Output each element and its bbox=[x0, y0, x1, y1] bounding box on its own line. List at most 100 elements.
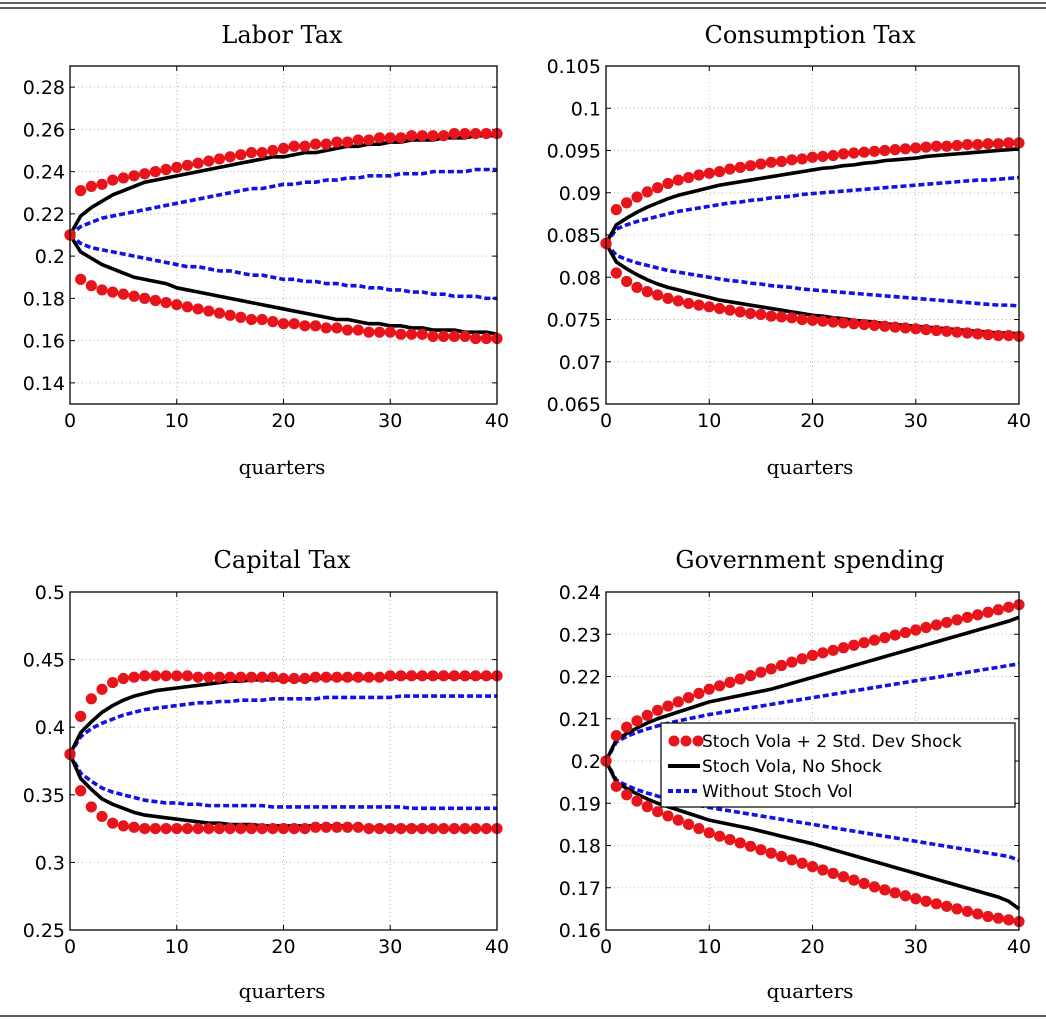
series-point-red-dots-upper bbox=[224, 671, 236, 683]
series-point-red-dots-upper bbox=[1003, 137, 1015, 149]
series-point-red-dots-upper bbox=[610, 204, 622, 216]
series-point-red-dots-lower bbox=[438, 823, 450, 835]
series-point-red-dots-upper bbox=[889, 629, 901, 641]
series-point-red-dots-upper bbox=[961, 138, 973, 151]
series-point-red-dots-upper bbox=[203, 671, 215, 683]
series-point-red-dots-upper bbox=[341, 671, 354, 683]
series-line-blue-dashed-upper bbox=[604, 175, 1020, 245]
series-point-red-dots-lower bbox=[128, 290, 140, 302]
series-point-red-dots-lower bbox=[363, 823, 375, 835]
series-point-red-dots-lower bbox=[320, 322, 332, 334]
series-point-red-dots-lower bbox=[868, 319, 881, 332]
x-tick-label: 0 bbox=[600, 936, 612, 958]
series-point-red-dots-lower bbox=[755, 844, 767, 856]
series-point-red-dots-lower bbox=[899, 890, 912, 902]
series-point-red-dots-upper bbox=[448, 670, 460, 682]
series-point-red-dots-lower bbox=[755, 308, 767, 321]
series-point-red-dots-lower bbox=[889, 321, 901, 333]
series-point-red-dots-upper bbox=[96, 683, 108, 695]
series-point-red-dots-upper bbox=[910, 142, 922, 154]
plot-area: 0 10 20 30 40 0.25 0.3 0.35 0.4 0.45 0.5 bbox=[23, 582, 509, 958]
y-tick-label: 0.14 bbox=[23, 373, 65, 395]
y-tick-label: 0.065 bbox=[547, 394, 601, 416]
series-point-red-dots-lower bbox=[786, 854, 798, 866]
series-point-red-dots-lower bbox=[910, 323, 922, 335]
series-point-red-dots-lower bbox=[683, 297, 695, 310]
legend: Stoch Vola + 2 Std. Dev Shock Stoch Vola… bbox=[660, 722, 1016, 808]
series-point-red-dots-upper bbox=[438, 130, 450, 142]
series-point-red-dots-upper bbox=[817, 647, 829, 659]
series-point-red-dots-lower bbox=[920, 324, 932, 336]
plot-frame bbox=[605, 65, 1020, 405]
series-point-red-dots-upper bbox=[693, 687, 705, 700]
series-point-red-dots-lower bbox=[765, 847, 777, 859]
series-point-red-dots-lower bbox=[879, 884, 891, 896]
x-tick-label: 20 bbox=[800, 410, 824, 432]
series-point-red-dots-upper bbox=[621, 197, 633, 209]
series-point-red-dots-upper bbox=[406, 130, 418, 142]
series-point-red-dots-upper bbox=[972, 609, 984, 621]
series-point-red-dots-upper bbox=[755, 158, 767, 170]
series-point-red-dots-lower bbox=[139, 292, 151, 304]
chart-title: Labor Tax bbox=[221, 21, 343, 49]
plot-area: 0 10 20 30 40 0.065 0.07 0.075 0.08 0.085 0.09 0.09… bbox=[547, 56, 1032, 432]
legend-entry: Without Stoch Vol bbox=[702, 782, 853, 802]
series-point-red-dots-lower bbox=[713, 830, 726, 842]
series-point-red-dots-lower bbox=[796, 857, 808, 869]
series-point-red-dots-lower bbox=[128, 821, 140, 833]
series-point-red-dots-upper bbox=[427, 130, 439, 142]
series-point-red-dots-upper bbox=[96, 178, 108, 190]
series-point-red-dots-upper bbox=[235, 671, 247, 683]
y-tick-label: 0.105 bbox=[547, 56, 601, 78]
series-point-red-dots-upper bbox=[395, 670, 407, 682]
series-point-red-dots-lower bbox=[245, 313, 258, 326]
series-point-red-dots-upper bbox=[213, 153, 226, 165]
series-point-red-dots-lower bbox=[427, 330, 439, 342]
series-point-red-dots-upper bbox=[610, 730, 622, 742]
y-tick-label: 0.24 bbox=[559, 582, 601, 604]
series-point-red-dots-upper bbox=[641, 709, 653, 721]
y-tick-label: 0.28 bbox=[23, 77, 65, 99]
series-point-red-dots-lower bbox=[693, 823, 705, 835]
series-point-red-dots-lower bbox=[775, 850, 788, 863]
series-point-red-dots-upper bbox=[765, 663, 777, 675]
series-point-red-dots-lower bbox=[972, 908, 984, 920]
series-point-red-dots-upper bbox=[139, 168, 151, 180]
series-point-red-dots-lower bbox=[288, 318, 300, 330]
series-point-red-dots-lower bbox=[713, 302, 726, 315]
series-point-red-dots-lower bbox=[96, 284, 108, 296]
x-tick-label: 20 bbox=[271, 410, 295, 432]
y-tick-label: 0.16 bbox=[559, 920, 601, 942]
y-tick-label: 0.18 bbox=[559, 836, 601, 858]
series-point-red-dots-upper bbox=[992, 138, 1004, 150]
series-point-red-dots-upper bbox=[256, 147, 268, 159]
series-point-red-dots-lower bbox=[899, 322, 912, 334]
series-point-red-dots-upper bbox=[160, 670, 172, 682]
series-point-red-dots-upper bbox=[724, 676, 736, 689]
series-point-red-dots-upper bbox=[961, 611, 973, 623]
series-line-blue-dashed-upper bbox=[604, 662, 1020, 762]
series-point-red-dots-lower bbox=[652, 289, 664, 301]
series-point-red-dots-upper bbox=[672, 696, 684, 708]
series-point-red-dots-lower bbox=[288, 823, 300, 835]
series-point-red-dots-lower bbox=[117, 820, 129, 832]
series-point-red-dots-upper bbox=[277, 672, 290, 685]
series-point-red-dots-upper bbox=[899, 143, 912, 155]
y-tick-label: 0.08 bbox=[559, 267, 601, 289]
series-point-red-dots-lower bbox=[724, 833, 736, 846]
series-point-red-dots-lower bbox=[235, 311, 247, 323]
series-point-red-dots-lower bbox=[858, 877, 870, 890]
series-point-red-dots-upper bbox=[267, 144, 279, 157]
x-tick-label: 10 bbox=[697, 410, 721, 432]
series-line-black-solid-upper bbox=[604, 147, 1020, 245]
series-point-red-dots-upper bbox=[652, 182, 664, 194]
series-point-red-dots-upper bbox=[786, 154, 798, 166]
series-point-red-dots-lower bbox=[734, 306, 746, 318]
series-point-red-dots-upper bbox=[796, 153, 808, 165]
x-tick-label: 10 bbox=[165, 410, 189, 432]
series-point-red-dots-lower bbox=[395, 823, 407, 835]
series-point-red-dots-lower bbox=[192, 303, 204, 315]
series-point-red-dots-lower bbox=[693, 299, 705, 311]
series-point-red-dots-lower bbox=[806, 861, 819, 873]
chart-title: Government spending bbox=[675, 546, 944, 574]
